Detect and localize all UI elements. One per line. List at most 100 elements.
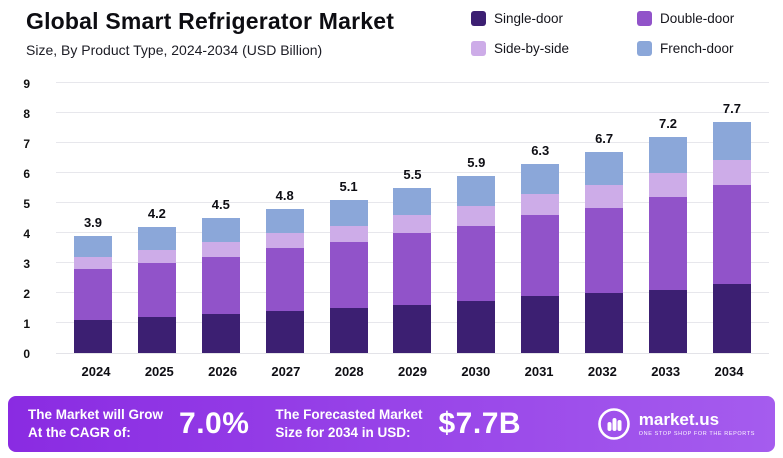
forecast-value: $7.7B [438, 407, 522, 440]
segment-french-door [137, 227, 176, 250]
segment-double-door [649, 197, 688, 290]
segment-french-door [329, 200, 368, 226]
forecast-label-line1: The Forecasted Market [275, 407, 423, 423]
bar-stack [393, 188, 432, 353]
y-axis: 0 1 2 3 4 5 6 7 8 9 [0, 77, 44, 361]
segment-single-door [457, 300, 496, 353]
segment-single-door [329, 308, 368, 353]
bar-2027: 4.8 [265, 188, 304, 353]
bar-total-label: 5.1 [339, 179, 358, 194]
segment-french-door [521, 164, 560, 194]
bar-total-label: 6.3 [531, 143, 550, 158]
bars-container: 3.9 4.2 4.5 4.8 5.1 5.5 5.9 6.3 6.7 7.2 7.7 [56, 84, 769, 353]
segment-double-door [521, 215, 560, 296]
legend-label-single-door: Single-door [494, 11, 564, 26]
header: Global Smart Refrigerator Market Size, B… [0, 0, 783, 64]
bar-2034: 7.7 [712, 101, 751, 353]
market-us-logo: market.us ONE STOP SHOP FOR THE REPORTS [597, 407, 755, 441]
y-axis-tick: 2 [23, 287, 30, 301]
x-axis-label: 2031 [524, 364, 554, 379]
legend-item-french-door: French-door [637, 41, 769, 56]
segment-french-door [712, 122, 751, 160]
segment-single-door [201, 314, 240, 353]
legend-item-side-by-side: Side-by-side [471, 41, 629, 56]
segment-single-door [585, 293, 624, 353]
footer-banner: The Market will Grow At the CAGR of: 7.0… [8, 396, 775, 452]
segment-double-door [329, 242, 368, 308]
gridline [56, 142, 769, 143]
market-us-logo-icon [597, 408, 630, 440]
segment-single-door [74, 320, 112, 353]
bar-2025: 4.2 [137, 206, 176, 353]
x-axis-label: 2027 [271, 364, 301, 379]
legend-swatch-double-door [637, 11, 652, 26]
cagr-value: 7.0% [179, 407, 250, 440]
x-axis-label: 2024 [81, 364, 111, 379]
cagr-label-line2: At the CAGR of: [28, 425, 131, 440]
bar-stack [201, 218, 240, 353]
y-axis-tick: 0 [23, 347, 30, 361]
x-axis-label: 2033 [651, 364, 681, 379]
y-axis-tick: 8 [23, 107, 30, 121]
bar-2029: 5.5 [393, 167, 432, 353]
bar-total-label: 5.9 [467, 155, 486, 170]
bar-stack [712, 122, 751, 353]
y-axis-tick: 9 [23, 77, 30, 91]
segment-double-door [265, 248, 304, 311]
segment-double-door [712, 185, 751, 284]
segment-french-door [265, 209, 304, 233]
bar-stack [265, 209, 304, 353]
segment-double-door [74, 269, 112, 320]
bar-total-label: 7.7 [722, 101, 741, 116]
x-axis-label: 2025 [144, 364, 174, 379]
bar-2024: 3.9 [74, 215, 112, 353]
bar-2031: 6.3 [521, 143, 560, 353]
legend-label-double-door: Double-door [660, 11, 735, 26]
segment-double-door [201, 257, 240, 314]
legend-label-side-by-side: Side-by-side [494, 41, 570, 56]
bar-stack [521, 164, 560, 353]
plot-area: 3.9 4.2 4.5 4.8 5.1 5.5 5.9 6.3 6.7 7.2 7.7 [56, 82, 769, 354]
bar-stack [457, 176, 496, 353]
y-axis-tick: 4 [23, 227, 30, 241]
segment-side-by-side [74, 257, 112, 269]
segment-french-door [649, 137, 688, 173]
legend-item-double-door: Double-door [637, 11, 769, 26]
gridline [56, 112, 769, 113]
bar-total-label: 5.5 [403, 167, 422, 182]
segment-side-by-side [712, 159, 751, 185]
segment-french-door [393, 188, 432, 215]
bar-total-label: 3.9 [83, 215, 103, 230]
segment-single-door [265, 311, 304, 353]
cagr-label-line1: The Market will Grow [28, 407, 164, 423]
y-axis-tick: 1 [23, 317, 30, 331]
segment-french-door [74, 236, 112, 257]
bar-total-label: 4.8 [275, 188, 294, 203]
y-axis-tick: 3 [23, 257, 30, 271]
forecast-label-line2: Size for 2034 in USD: [275, 425, 411, 440]
y-axis-tick: 6 [23, 167, 30, 181]
forecast-label: The Forecasted Market Size for 2034 in U… [275, 406, 422, 441]
segment-single-door [393, 305, 432, 353]
bar-stack [585, 152, 624, 353]
legend-swatch-single-door [471, 11, 486, 26]
segment-side-by-side [585, 185, 624, 208]
gridline [56, 172, 769, 173]
y-axis-tick: 7 [23, 137, 30, 151]
segment-side-by-side [329, 225, 368, 242]
stacked-bar-chart: 0 1 2 3 4 5 6 7 8 9 3.9 4.2 4.5 4.8 5.1 5.5 5.9 6.3 6.7 7.… [0, 77, 769, 361]
bar-stack [649, 137, 688, 353]
segment-side-by-side [393, 215, 432, 233]
legend-swatch-side-by-side [471, 41, 486, 56]
segment-double-door [393, 233, 432, 305]
segment-double-door [137, 263, 176, 317]
x-axis-label: 2028 [334, 364, 364, 379]
segment-single-door [712, 284, 751, 353]
segment-side-by-side [265, 233, 304, 248]
gridline [56, 82, 769, 83]
bar-2026: 4.5 [201, 197, 240, 353]
x-axis-label: 2030 [461, 364, 491, 379]
x-axis-label: 2032 [587, 364, 617, 379]
bar-2030: 5.9 [457, 155, 496, 353]
y-axis-tick: 5 [23, 197, 30, 211]
